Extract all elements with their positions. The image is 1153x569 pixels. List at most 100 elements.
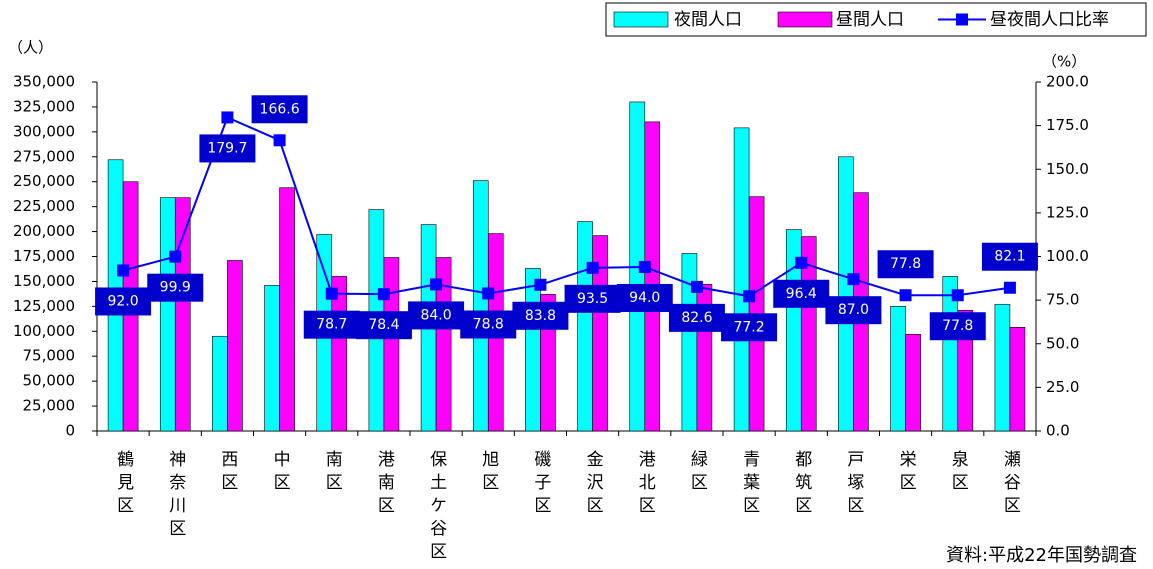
value-label: 87.0 (838, 302, 869, 318)
line-marker (899, 289, 912, 302)
y-tick-label: 75,000 (23, 347, 76, 365)
value-label: 93.5 (577, 291, 608, 307)
value-label-box (460, 310, 517, 339)
x-tick-label: 西区 (217, 450, 237, 496)
value-label-box (877, 250, 934, 279)
y2-tick-label: 25.0 (1046, 378, 1079, 396)
bar (905, 333, 921, 432)
bar (994, 304, 1011, 432)
x-tick-label: 泉区 (948, 450, 969, 496)
value-label: 77.8 (942, 318, 973, 334)
bar (890, 306, 906, 432)
y2-axis-label: （%） (1042, 53, 1086, 71)
bar (279, 187, 295, 432)
line-marker (743, 290, 756, 303)
bar (957, 310, 974, 432)
value-label: 166.6 (260, 101, 300, 117)
value-label: 78.4 (368, 317, 399, 333)
line-marker (117, 264, 130, 277)
legend-marker (956, 13, 968, 26)
value-label: 78.8 (473, 316, 504, 332)
x-tick-label: 港南区 (374, 450, 395, 519)
value-label: 82.1 (994, 249, 1025, 265)
value-label: 99.9 (160, 280, 191, 296)
y-tick-label: 50,000 (23, 372, 76, 390)
legend-label: 昼間人口 (836, 10, 904, 30)
line-marker (482, 287, 495, 300)
x-tick-label: 保土ケ谷区 (426, 450, 447, 565)
line-marker (847, 273, 860, 286)
y-tick-label: 275,000 (13, 147, 75, 165)
value-label-box (199, 134, 256, 163)
x-tick-label: 都筑区 (791, 450, 812, 519)
x-tick-label: 戸塚区 (843, 450, 864, 519)
value-label: 77.2 (733, 319, 764, 335)
value-label-box (303, 310, 360, 339)
value-label-box (616, 283, 673, 312)
y-axis-label: （人） (8, 39, 53, 57)
y-tick-label: 100,000 (13, 322, 75, 340)
line-marker (430, 278, 443, 291)
y-tick-label: 200,000 (13, 222, 75, 240)
x-tick-label: 旭区 (478, 450, 499, 496)
bar (159, 197, 176, 432)
line-marker (325, 287, 338, 300)
bar (577, 221, 593, 432)
value-label-box (251, 95, 308, 124)
line-marker (1003, 281, 1016, 294)
bar (1009, 326, 1026, 432)
bar (212, 335, 228, 432)
value-label-box (564, 284, 621, 313)
bar (383, 257, 400, 432)
bar (174, 197, 191, 432)
value-label-box (512, 301, 569, 330)
x-tick-label: 港北区 (635, 450, 656, 519)
y2-tick-label: 75.0 (1046, 291, 1079, 309)
legend-swatch (613, 11, 669, 28)
x-tick-label: 磯子区 (530, 450, 551, 519)
y-tick-label: 0 (65, 422, 75, 440)
y-tick-label: 225,000 (13, 197, 75, 215)
line-marker (795, 256, 808, 269)
x-tick-label: 青葉区 (739, 450, 760, 519)
y-tick-label: 350,000 (13, 73, 75, 91)
value-label: 77.8 (890, 256, 921, 272)
value-label: 82.6 (681, 310, 712, 326)
value-label-box (721, 313, 778, 342)
line-marker (690, 280, 703, 293)
value-label: 78.7 (316, 317, 347, 333)
x-tick-label: 瀬谷区 (1000, 450, 1021, 519)
value-label-box (408, 301, 465, 330)
bar (681, 253, 698, 432)
value-label: 84.0 (420, 307, 451, 323)
y2-tick-label: 100.0 (1046, 247, 1089, 265)
value-label: 179.7 (207, 140, 247, 156)
value-label: 92.0 (107, 293, 138, 309)
line-marker (534, 278, 547, 291)
legend-label: 昼夜間人口比率 (990, 10, 1109, 30)
y2-tick-label: 200.0 (1046, 73, 1089, 91)
bar (435, 257, 452, 432)
x-tick-label: 緑区 (687, 450, 708, 496)
bar (472, 180, 489, 432)
x-tick-label: 鶴見区 (113, 450, 134, 519)
value-label-box (981, 242, 1038, 271)
value-label-box (355, 311, 412, 340)
value-label-box (773, 279, 830, 308)
bar (592, 235, 608, 432)
y2-tick-label: 150.0 (1046, 160, 1089, 178)
legend-label: 夜間人口 (674, 10, 742, 30)
y-tick-label: 125,000 (13, 297, 75, 315)
y2-tick-label: 125.0 (1046, 203, 1089, 221)
y-tick-label: 325,000 (13, 97, 75, 115)
value-label: 83.8 (525, 308, 556, 324)
value-label-box (929, 312, 986, 341)
x-tick-label: 栄区 (896, 450, 917, 496)
bar (838, 156, 854, 432)
y2-tick-label: 175.0 (1046, 116, 1089, 134)
y-tick-label: 150,000 (13, 272, 75, 290)
x-tick-label: 神奈川区 (165, 450, 186, 542)
bar (644, 121, 661, 432)
bar (264, 285, 280, 432)
